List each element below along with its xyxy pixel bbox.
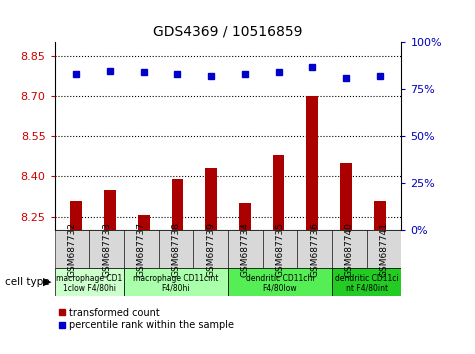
Bar	[171, 179, 183, 230]
Text: GSM687737: GSM687737	[137, 222, 146, 276]
Text: dendritic CD11ci: dendritic CD11ci	[335, 274, 399, 283]
FancyBboxPatch shape	[228, 230, 263, 268]
FancyBboxPatch shape	[124, 230, 159, 268]
FancyBboxPatch shape	[332, 268, 401, 296]
FancyBboxPatch shape	[124, 268, 228, 296]
Text: GSM687739: GSM687739	[206, 222, 215, 276]
Text: GSM687741: GSM687741	[380, 222, 389, 276]
FancyBboxPatch shape	[297, 230, 332, 268]
Text: GSM687740: GSM687740	[345, 222, 354, 276]
Text: F4/80low: F4/80low	[263, 284, 297, 293]
FancyBboxPatch shape	[89, 230, 124, 268]
Text: macrophage CD11cint: macrophage CD11cint	[133, 274, 218, 283]
Bar	[374, 201, 386, 230]
Text: dendritic CD11chi: dendritic CD11chi	[246, 274, 314, 283]
Bar	[70, 201, 82, 230]
FancyBboxPatch shape	[332, 230, 367, 268]
FancyBboxPatch shape	[228, 268, 332, 296]
Text: GSM687738: GSM687738	[171, 222, 180, 276]
Bar	[273, 155, 285, 230]
FancyBboxPatch shape	[263, 230, 297, 268]
Bar	[104, 190, 116, 230]
FancyBboxPatch shape	[55, 268, 124, 296]
Text: GSM687736: GSM687736	[310, 222, 319, 276]
Bar	[340, 163, 352, 230]
Text: GSM687732: GSM687732	[67, 222, 76, 276]
Text: ▶: ▶	[43, 277, 51, 287]
Text: macrophage CD1: macrophage CD1	[56, 274, 123, 283]
Bar	[306, 96, 318, 230]
Bar	[239, 203, 251, 230]
Text: GSM687733: GSM687733	[102, 222, 111, 276]
FancyBboxPatch shape	[367, 230, 401, 268]
Text: cell type: cell type	[5, 277, 49, 287]
Legend: transformed count, percentile rank within the sample: transformed count, percentile rank withi…	[59, 308, 234, 330]
Text: 1clow F4/80hi: 1clow F4/80hi	[63, 284, 116, 293]
FancyBboxPatch shape	[55, 230, 89, 268]
Text: GSM687735: GSM687735	[276, 222, 285, 276]
Text: GSM687734: GSM687734	[241, 222, 250, 276]
Text: F4/80hi: F4/80hi	[162, 284, 190, 293]
FancyBboxPatch shape	[159, 230, 193, 268]
FancyBboxPatch shape	[193, 230, 228, 268]
Bar	[138, 215, 150, 230]
Text: nt F4/80int: nt F4/80int	[346, 284, 388, 293]
Title: GDS4369 / 10516859: GDS4369 / 10516859	[153, 24, 303, 39]
Bar	[205, 169, 217, 230]
